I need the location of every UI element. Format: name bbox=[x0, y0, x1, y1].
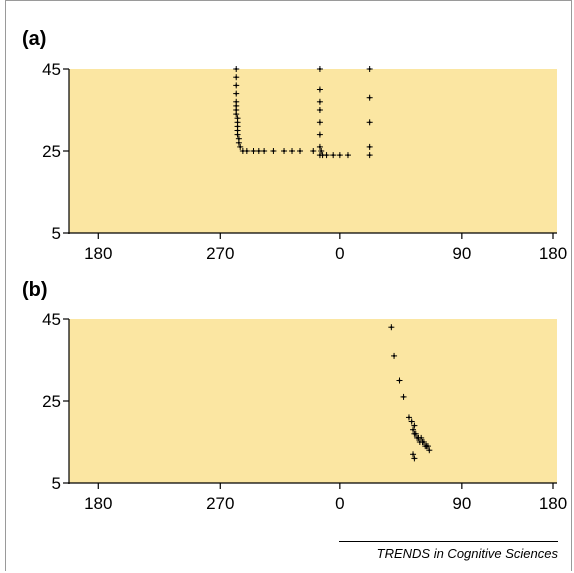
data-point bbox=[281, 148, 288, 154]
y-tick-label: 45 bbox=[42, 60, 61, 79]
data-point bbox=[233, 82, 240, 89]
panel-label-a: (a) bbox=[22, 28, 47, 50]
y-tick-label: 5 bbox=[52, 474, 61, 493]
plot-area bbox=[69, 319, 557, 483]
x-tick-label: 180 bbox=[539, 494, 567, 513]
data-point bbox=[411, 455, 418, 462]
data-point bbox=[420, 439, 427, 445]
data-point bbox=[289, 148, 296, 154]
data-point bbox=[316, 131, 323, 138]
data-point bbox=[318, 148, 325, 154]
data-point bbox=[316, 107, 323, 113]
data-point bbox=[233, 90, 240, 97]
figure-frame bbox=[5, 0, 572, 571]
data-point bbox=[316, 143, 323, 150]
credit-text: TRENDS in Cognitive Sciences bbox=[376, 546, 558, 561]
data-point bbox=[405, 414, 412, 421]
data-point bbox=[261, 148, 268, 154]
data-point bbox=[366, 94, 373, 101]
data-point bbox=[344, 152, 351, 159]
data-point bbox=[316, 152, 323, 159]
x-tick-label: 270 bbox=[206, 244, 234, 263]
data-point bbox=[391, 352, 398, 359]
data-point bbox=[250, 148, 257, 154]
data-point bbox=[418, 434, 425, 441]
data-point bbox=[366, 143, 373, 150]
data-point bbox=[233, 74, 240, 81]
data-point bbox=[424, 443, 431, 450]
data-point bbox=[412, 430, 419, 437]
data-point bbox=[410, 426, 417, 433]
data-point bbox=[411, 422, 418, 429]
credit-rule bbox=[339, 541, 558, 542]
data-point bbox=[366, 152, 373, 159]
y-tick-label: 45 bbox=[42, 310, 61, 329]
x-tick-label: 270 bbox=[206, 494, 234, 513]
y-tick-label: 5 bbox=[52, 224, 61, 243]
data-point bbox=[426, 447, 433, 454]
data-point bbox=[400, 393, 407, 400]
data-point bbox=[396, 377, 403, 384]
data-point bbox=[270, 148, 277, 154]
x-tick-label: 180 bbox=[84, 494, 112, 513]
data-point bbox=[255, 148, 262, 154]
x-tick-label: 90 bbox=[452, 494, 471, 513]
data-point bbox=[388, 324, 395, 331]
panel-label-b: (b) bbox=[22, 279, 48, 301]
data-point bbox=[316, 119, 323, 126]
data-point bbox=[233, 66, 240, 72]
data-point bbox=[336, 152, 343, 159]
data-point bbox=[366, 119, 373, 126]
data-point bbox=[366, 66, 373, 72]
data-point bbox=[296, 148, 303, 154]
data-point bbox=[316, 98, 323, 105]
y-tick-label: 25 bbox=[42, 392, 61, 411]
data-point bbox=[408, 418, 415, 425]
data-point bbox=[410, 451, 417, 458]
data-point bbox=[323, 152, 330, 159]
y-tick-label: 25 bbox=[42, 142, 61, 161]
x-tick-label: 180 bbox=[84, 244, 112, 263]
data-point bbox=[235, 139, 242, 146]
data-point bbox=[243, 148, 250, 154]
x-tick-label: 180 bbox=[539, 244, 567, 263]
x-tick-label: 90 bbox=[452, 244, 471, 263]
x-tick-label: 0 bbox=[335, 494, 344, 513]
data-point bbox=[316, 86, 323, 93]
data-point bbox=[234, 131, 241, 138]
data-point bbox=[310, 148, 317, 154]
data-point bbox=[316, 66, 323, 72]
data-point bbox=[237, 143, 244, 150]
x-tick-label: 0 bbox=[335, 244, 344, 263]
data-point bbox=[233, 111, 240, 118]
data-point bbox=[330, 152, 337, 159]
